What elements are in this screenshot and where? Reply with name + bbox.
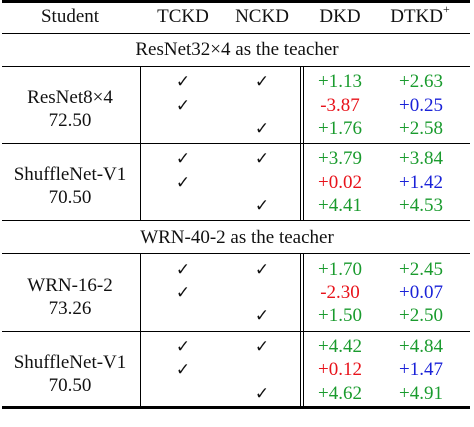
student-name: ShuffleNet-V1: [13, 352, 127, 373]
dtkd-value: +1.47: [399, 359, 443, 380]
nckd-check-icon: ✓: [254, 196, 270, 216]
dtkd-value: +4.91: [399, 383, 443, 404]
nckd-check-icon: ✓: [254, 337, 270, 357]
dtkd-value: +2.63: [399, 71, 443, 92]
student-name: ShuffleNet-V1: [13, 164, 127, 185]
header-dtkd: DTKD+: [390, 3, 450, 28]
dkd-value: +1.50: [318, 305, 362, 326]
dtkd-value: +4.84: [399, 336, 443, 357]
dtkd-value: +3.84: [399, 148, 443, 169]
column-divider-double: [300, 254, 304, 331]
column-divider: [140, 144, 141, 220]
dtkd-value: +2.45: [399, 259, 443, 280]
dtkd-value: +1.42: [399, 172, 443, 193]
dkd-value: -3.87: [320, 95, 360, 116]
top-rule: [2, 0, 470, 3]
column-divider: [140, 254, 141, 331]
tckd-check-icon: ✓: [175, 173, 191, 193]
dtkd-value: +2.50: [399, 305, 443, 326]
student-name: WRN-16-2: [27, 275, 113, 296]
group2-rule: [2, 220, 470, 221]
dkd-value: +4.42: [318, 336, 362, 357]
header-nckd: NCKD: [235, 6, 289, 27]
header-student: Student: [40, 6, 100, 27]
section-title: ResNet32×4 as the teacher: [135, 39, 339, 60]
header-tckd: TCKD: [157, 6, 209, 27]
dtkd-value: +4.53: [399, 195, 443, 216]
header-rule: [2, 33, 470, 34]
column-divider: [140, 332, 141, 406]
student-accuracy: 72.50: [48, 110, 92, 131]
header-dtkd-sup: +: [443, 1, 450, 16]
dkd-value: +0.02: [318, 172, 362, 193]
tckd-check-icon: ✓: [175, 149, 191, 169]
dtkd-value: +0.07: [399, 282, 443, 303]
section-title: WRN-40-2 as the teacher: [140, 227, 334, 248]
dkd-value: +1.13: [318, 71, 362, 92]
tckd-check-icon: ✓: [175, 337, 191, 357]
tckd-check-icon: ✓: [175, 360, 191, 380]
tckd-check-icon: ✓: [175, 283, 191, 303]
column-divider-double: [300, 332, 304, 406]
dkd-value: +1.70: [318, 259, 362, 280]
section1-rule: [2, 66, 470, 67]
dtkd-value: +2.58: [399, 118, 443, 139]
student-accuracy: 73.26: [48, 298, 92, 319]
group1-rule: [2, 143, 470, 144]
tckd-check-icon: ✓: [175, 96, 191, 116]
student-accuracy: 70.50: [48, 187, 92, 208]
dkd-value: +4.62: [318, 383, 362, 404]
nckd-check-icon: ✓: [254, 260, 270, 280]
header-dkd: DKD: [319, 6, 361, 27]
dkd-value: +3.79: [318, 148, 362, 169]
column-divider-double: [300, 67, 304, 143]
column-divider: [140, 67, 141, 143]
student-name: ResNet8×4: [27, 87, 113, 108]
dkd-value: +4.41: [318, 195, 362, 216]
nckd-check-icon: ✓: [254, 384, 270, 404]
dkd-value: -2.30: [320, 282, 360, 303]
nckd-check-icon: ✓: [254, 119, 270, 139]
tckd-check-icon: ✓: [175, 260, 191, 280]
group3-rule: [2, 331, 470, 332]
student-accuracy: 70.50: [48, 375, 92, 396]
bottom-rule: [2, 406, 470, 409]
dkd-value: +1.76: [318, 118, 362, 139]
dtkd-value: +0.25: [399, 95, 443, 116]
nckd-check-icon: ✓: [254, 149, 270, 169]
nckd-check-icon: ✓: [254, 306, 270, 326]
dkd-value: +0.12: [318, 359, 362, 380]
tckd-check-icon: ✓: [175, 72, 191, 92]
header-dtkd-label: DTKD: [390, 6, 443, 27]
nckd-check-icon: ✓: [254, 72, 270, 92]
column-divider-double: [300, 144, 304, 220]
section2-rule: [2, 253, 470, 254]
